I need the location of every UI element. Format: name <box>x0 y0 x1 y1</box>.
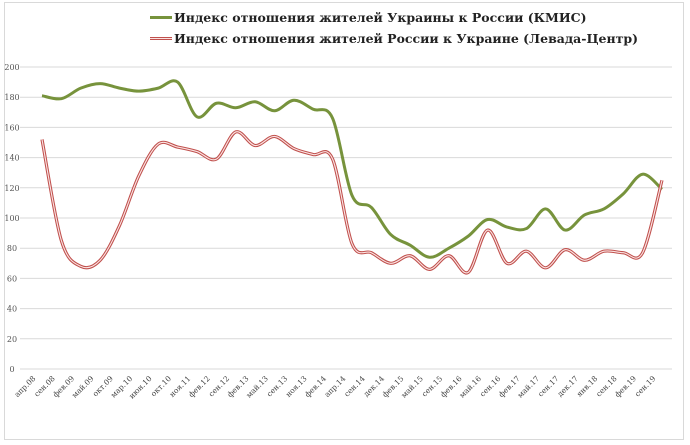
y-tick-label: 160 <box>4 123 19 132</box>
legend: Индекс отношения жителей Украины к Росси… <box>150 7 638 49</box>
y-tick-label: 140 <box>4 154 19 163</box>
y-tick-label: 100 <box>4 214 19 223</box>
y-tick-label: 200 <box>4 63 19 72</box>
legend-item-kmis: Индекс отношения жителей Украины к Росси… <box>150 7 638 28</box>
x-tick-label: фев.12 <box>187 374 212 399</box>
chart-frame <box>4 2 684 440</box>
legend-label: Индекс отношения жителей Украины к Росси… <box>174 10 587 25</box>
x-tick-label: май.16 <box>457 374 483 400</box>
legend-swatch-green <box>150 16 172 19</box>
x-tick-label: апр.08 <box>13 374 38 399</box>
series-line-kmis <box>41 79 664 259</box>
y-tick-label: 20 <box>7 335 17 344</box>
x-tick-label: апр.14 <box>323 374 348 399</box>
x-tick-label: май.17 <box>516 374 542 400</box>
series-line-levada-inner <box>41 131 663 274</box>
x-tick-label: май.13 <box>244 374 270 400</box>
y-tick-label: 180 <box>4 93 19 102</box>
y-tick-label: 0 <box>9 365 14 374</box>
x-tick-label: сен.19 <box>633 374 658 399</box>
y-tick-label: 40 <box>7 305 17 314</box>
series-line-levada <box>40 130 664 275</box>
legend-item-levada: Индекс отношения жителей России к Украин… <box>150 28 638 49</box>
legend-swatch-red <box>150 37 172 40</box>
x-tick-label: фев.19 <box>613 374 638 399</box>
y-tick-label: 80 <box>7 244 17 253</box>
legend-label: Индекс отношения жителей России к Украин… <box>174 31 639 46</box>
y-tick-label: 60 <box>7 274 17 283</box>
x-tick-label: май.09 <box>70 374 96 400</box>
x-tick-label: май.15 <box>399 374 425 400</box>
y-tick-label: 120 <box>4 184 19 193</box>
